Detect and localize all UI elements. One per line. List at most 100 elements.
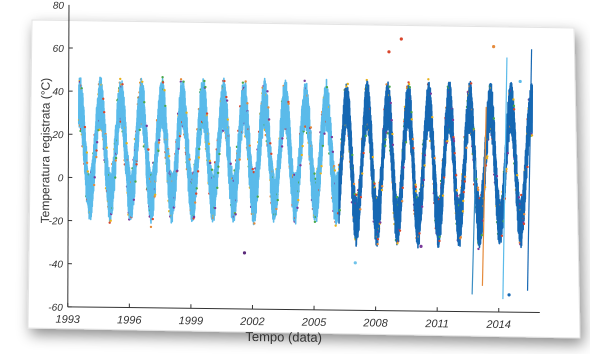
data-point	[114, 159, 118, 162]
data-point	[391, 132, 394, 136]
data-point	[422, 178, 426, 182]
data-point	[300, 153, 304, 157]
data-point	[280, 145, 284, 148]
data-point	[132, 198, 136, 201]
data-point	[297, 198, 300, 202]
series-1	[77, 76, 341, 229]
data-point	[442, 176, 446, 179]
data-point	[384, 144, 387, 148]
data-point	[462, 190, 466, 194]
y-tick-label: -40	[48, 259, 63, 270]
data-point	[299, 164, 302, 167]
data-point	[157, 141, 161, 144]
data-point	[391, 143, 395, 147]
x-tick-label: 2005	[301, 317, 327, 329]
data-point	[204, 85, 207, 89]
data-point	[83, 125, 87, 129]
data-point	[506, 151, 510, 155]
data-point	[158, 138, 161, 142]
data-point	[402, 166, 405, 169]
data-point	[492, 117, 496, 120]
data-point	[207, 142, 211, 146]
data-point	[459, 236, 463, 239]
data-point	[251, 167, 254, 171]
y-tick-label: -20	[49, 216, 64, 227]
data-point	[178, 134, 182, 138]
data-point	[469, 82, 473, 85]
data-point	[102, 97, 105, 101]
data-point	[134, 180, 137, 183]
data-point	[390, 119, 393, 122]
data-point	[246, 102, 249, 105]
data-point	[226, 118, 230, 121]
data-point	[407, 81, 410, 84]
data-point	[407, 83, 411, 86]
data-point	[401, 199, 404, 203]
data-point	[438, 235, 441, 238]
data-point	[451, 118, 455, 122]
data-point	[373, 182, 376, 185]
data-point	[167, 154, 171, 158]
data-point	[238, 158, 241, 161]
data-point	[281, 137, 284, 140]
x-axis-ticks: 1993 1996 1999 2002 2005 2008 2011 2014	[55, 302, 511, 331]
data-point	[376, 237, 380, 241]
data-point	[381, 185, 384, 188]
data-point	[195, 187, 198, 190]
data-point	[293, 173, 296, 176]
data-point	[216, 186, 219, 190]
data-point	[480, 234, 484, 237]
data-point	[92, 183, 96, 187]
data-point	[85, 151, 89, 154]
data-point	[512, 104, 516, 108]
data-point	[287, 100, 290, 104]
data-point	[95, 149, 98, 152]
data-point	[455, 189, 459, 192]
data-point	[205, 112, 209, 115]
data-point	[505, 167, 508, 171]
data-point	[213, 206, 217, 210]
data-point	[388, 85, 391, 88]
data-point	[141, 80, 144, 83]
y-tick-label-top: 80	[53, 1, 65, 12]
data-point	[408, 86, 412, 89]
data-point	[193, 201, 197, 204]
tilted-card	[27, 19, 581, 339]
data-point	[351, 153, 354, 157]
data-point	[93, 176, 96, 179]
data-point	[530, 134, 534, 137]
data-point	[355, 193, 358, 196]
data-point	[320, 164, 323, 168]
data-point	[389, 101, 392, 105]
data-point	[143, 101, 146, 104]
data-point	[463, 180, 467, 183]
spike-line	[481, 106, 487, 286]
data-point	[376, 242, 379, 246]
data-point	[512, 98, 515, 101]
data-point	[270, 152, 273, 155]
data-point	[386, 132, 390, 135]
data-point	[164, 104, 167, 108]
data-point	[486, 155, 489, 158]
data-point	[523, 213, 526, 216]
data-point	[244, 80, 247, 83]
data-point	[256, 195, 259, 198]
x-tick-label: 2008	[362, 317, 388, 329]
data-point	[453, 151, 456, 155]
data-point	[463, 175, 467, 178]
data-point	[396, 242, 399, 245]
data-point	[441, 194, 445, 197]
data-point	[266, 90, 269, 93]
data-point	[210, 168, 214, 171]
outlier-point	[242, 251, 247, 255]
x-axis-label: Tempo (data)	[245, 329, 322, 345]
data-point	[461, 210, 465, 213]
plot-area	[77, 37, 534, 300]
data-point	[163, 89, 166, 92]
data-point	[385, 83, 388, 86]
data-point	[121, 83, 124, 86]
spikes	[471, 49, 533, 300]
data-point	[476, 186, 480, 189]
outlier-point	[518, 79, 522, 84]
